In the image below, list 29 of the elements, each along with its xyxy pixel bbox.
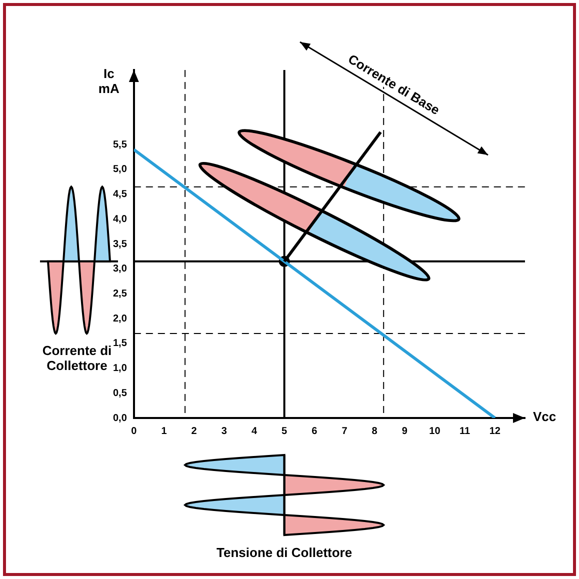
x-tick-label: 3 — [221, 426, 228, 437]
text: Corrente di Collettore — [42, 343, 112, 374]
y-tick-label: 5,0 — [112, 164, 128, 176]
x-tick-label: 6 — [312, 426, 318, 437]
y-tick-label: 0,5 — [112, 388, 128, 399]
x-tick-label: 10 — [429, 426, 441, 437]
y-tick-label: 3,0 — [112, 264, 128, 275]
y-tick-label: 0,0 — [112, 412, 128, 424]
y-tick-label: 3,5 — [112, 238, 128, 250]
x-tick-label: 5 — [282, 426, 288, 437]
x-tick-label: 4 — [251, 426, 258, 437]
x-tick-label: 8 — [372, 426, 378, 437]
y-tick-label: 4,5 — [112, 189, 128, 200]
y-tick-label: 1,5 — [112, 338, 128, 350]
x-tick-label: 9 — [402, 426, 408, 437]
x-tick-label: 7 — [342, 426, 348, 437]
x-tick-label: 1 — [161, 426, 168, 437]
text: Tensione di Collettore — [216, 545, 354, 560]
y-tick-label: 4,0 — [112, 214, 128, 225]
x-tick-label: 12 — [489, 426, 501, 437]
y-axis-title: Ic mA — [97, 66, 120, 96]
x-tick-label: 2 — [191, 426, 198, 437]
y-tick-label: 2,5 — [112, 288, 128, 300]
y-tick-label: 5,5 — [112, 139, 128, 150]
x-tick-label: 11 — [460, 426, 471, 437]
x-tick-label: 0 — [131, 426, 138, 437]
x-axis-title: Vcc — [533, 409, 556, 424]
y-tick-label: 2,0 — [112, 313, 128, 324]
y-tick-label: 1,0 — [112, 363, 128, 374]
